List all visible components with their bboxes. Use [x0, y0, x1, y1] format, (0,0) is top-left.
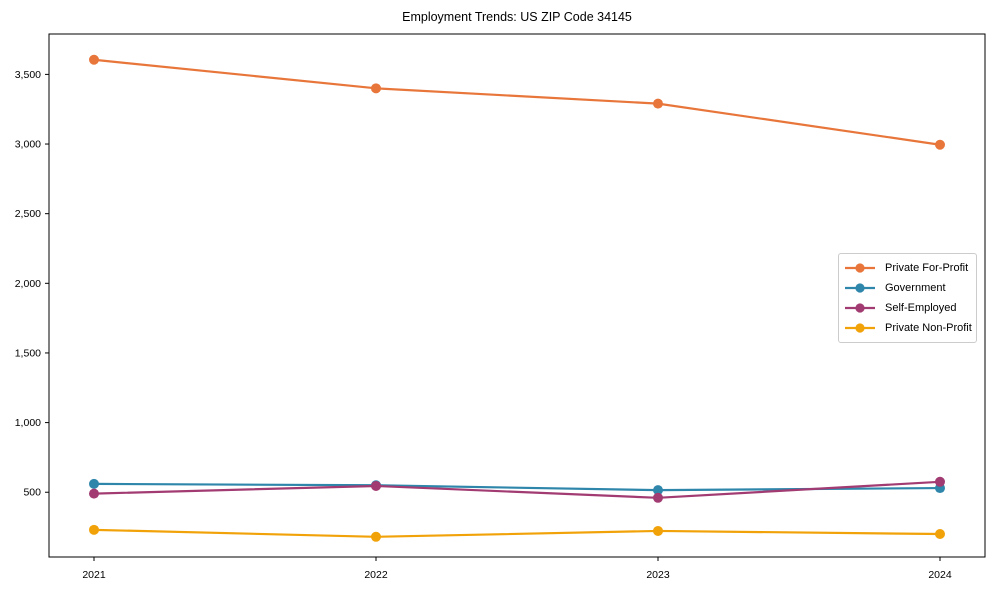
- legend-entry: Self-Employed: [844, 298, 970, 318]
- plot-border: [48, 33, 986, 558]
- data-point-marker: [89, 488, 99, 499]
- x-tick-label: 2021: [82, 569, 106, 581]
- series-line: [92, 480, 942, 499]
- data-point-marker: [935, 529, 945, 540]
- legend-entry: Private Non-Profit: [844, 318, 972, 338]
- x-tick-label: 2024: [928, 569, 952, 581]
- data-point-marker: [371, 480, 381, 491]
- legend-swatch-icon: [845, 283, 875, 293]
- chart-title: Employment Trends: US ZIP Code 34145: [402, 10, 632, 24]
- legend-swatch-icon: [845, 303, 875, 313]
- legend-label: Private For-Profit: [885, 262, 969, 274]
- data-point-marker: [89, 54, 99, 65]
- legend-label: Private Non-Profit: [885, 322, 972, 334]
- data-point-marker: [371, 83, 381, 94]
- data-point-marker: [653, 485, 663, 496]
- series-line: [92, 528, 942, 538]
- legend-entry: Private For-Profit: [844, 258, 970, 278]
- data-point-marker: [935, 476, 945, 487]
- legend-label: Government: [885, 282, 946, 294]
- x-tick-label: 2023: [646, 569, 670, 581]
- data-point-marker: [89, 524, 99, 535]
- data-point-marker: [89, 478, 99, 489]
- data-point-marker: [371, 531, 381, 542]
- legend-entry: Government: [844, 278, 970, 298]
- y-tick-label: 3,500: [15, 69, 41, 81]
- data-point-marker: [653, 525, 663, 536]
- legend: Private For-Profit Government Self-Employe…: [838, 253, 977, 343]
- series-line: [92, 58, 942, 146]
- y-tick-label: 1,000: [15, 417, 41, 429]
- data-point-marker: [653, 492, 663, 503]
- legend-swatch-icon: [845, 323, 875, 333]
- y-tick-label: 3,000: [15, 138, 41, 150]
- y-tick-label: 2,000: [15, 278, 41, 290]
- legend-label: Self-Employed: [885, 302, 957, 314]
- y-tick-label: 1,500: [15, 347, 41, 359]
- y-tick-label: 2,500: [15, 208, 41, 220]
- legend-swatch-icon: [845, 263, 875, 273]
- x-tick-label: 2022: [364, 569, 388, 581]
- data-point-marker: [653, 98, 663, 109]
- data-point-marker: [935, 139, 945, 150]
- y-tick-label: 500: [23, 487, 41, 499]
